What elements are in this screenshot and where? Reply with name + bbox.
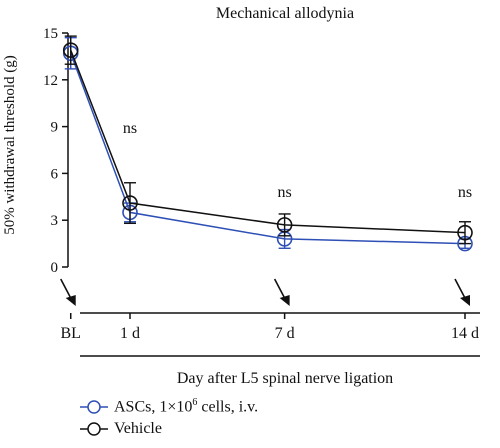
ns-annotation: ns	[277, 184, 291, 201]
legend-label-vehicle: Vehicle	[114, 420, 162, 437]
arrow-icon	[454, 278, 470, 306]
y-axis: 15 12 9 6 3 0	[43, 26, 69, 276]
data-point	[457, 224, 473, 241]
y-axis-label: 50% withdrawal threshold (g)	[2, 55, 18, 235]
annotations: ns ns ns	[123, 120, 472, 201]
arrows	[60, 278, 470, 306]
legend-label-ascs: ASCs, 1×106 cells, i.v.	[114, 397, 259, 416]
x-tick-label: BL	[61, 325, 81, 342]
legend-swatch-vehicle	[80, 422, 108, 436]
data-point	[122, 195, 138, 211]
y-tick-label: 6	[51, 166, 59, 182]
legend: ASCs, 1×106 cells, i.v. Vehicle	[80, 396, 258, 440]
legend-item-ascs: ASCs, 1×106 cells, i.v.	[80, 396, 258, 418]
series-line	[70, 53, 466, 245]
series-layer	[62, 35, 473, 252]
arrow-icon	[273, 278, 290, 306]
series-1	[62, 35, 473, 245]
y-tick-label: 3	[51, 213, 59, 229]
series-0	[62, 36, 473, 252]
y-tick-label: 9	[51, 120, 59, 136]
ns-annotation: ns	[123, 120, 137, 137]
y-tick-label: 0	[51, 260, 59, 276]
x-axis: BL 1 d 7 d 14 d	[61, 312, 480, 357]
y-tick-label: 15	[43, 26, 58, 42]
ns-annotation: ns	[458, 184, 472, 201]
y-tick-label: 12	[43, 73, 58, 89]
x-axis-label: Day after L5 spinal nerve ligation	[177, 370, 393, 387]
arrow-icon	[60, 278, 76, 306]
legend-item-vehicle: Vehicle	[80, 418, 258, 440]
data-point	[276, 217, 293, 233]
x-tick-label: 1 d	[120, 325, 140, 342]
chart-title: Mechanical allodynia	[216, 5, 354, 22]
legend-swatch-ascs	[80, 400, 108, 414]
series-line	[70, 49, 466, 234]
data-point	[62, 42, 79, 58]
x-tick-label: 14 d	[451, 325, 479, 342]
x-tick-label: 7 d	[275, 325, 295, 342]
